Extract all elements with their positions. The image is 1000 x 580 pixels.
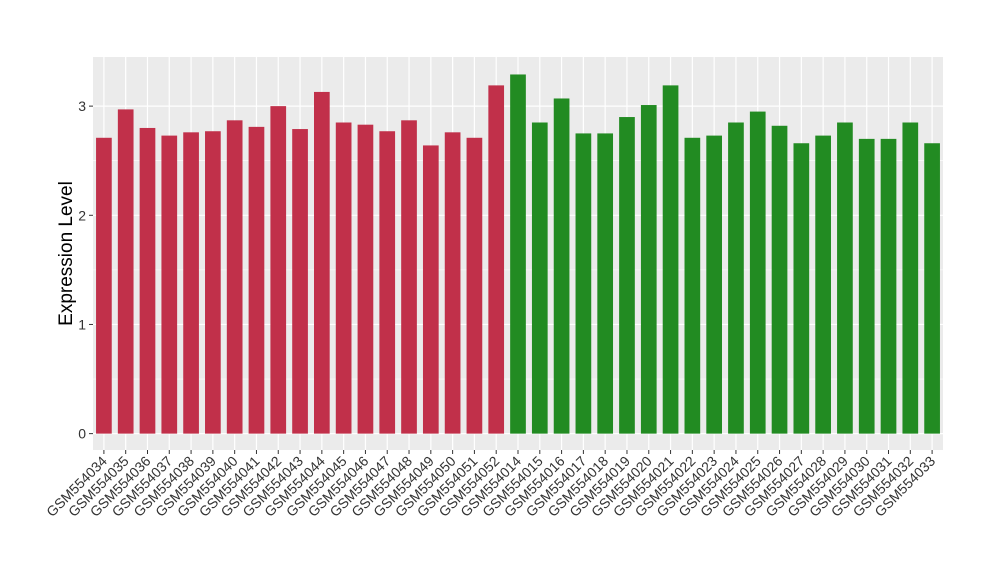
bar-GSM554051 [466, 137, 483, 434]
bar-GSM554042 [270, 106, 287, 434]
bar-GSM554022 [684, 137, 701, 434]
bar-GSM554028 [815, 135, 831, 434]
bar-GSM554049 [422, 145, 439, 434]
bars [96, 74, 940, 434]
y-axis-ticks: 0 1 2 3 [78, 98, 93, 442]
bar-GSM554033 [924, 143, 940, 434]
bar-GSM554052 [488, 85, 505, 434]
y-tick-label: 2 [78, 207, 86, 223]
bar-GSM554044 [314, 91, 330, 434]
bar-GSM554017 [575, 133, 592, 434]
bar-GSM554030 [858, 138, 875, 434]
bar-GSM554034 [96, 137, 112, 434]
bar-GSM554018 [597, 133, 614, 434]
bar-GSM554019 [619, 117, 635, 434]
bar-GSM554016 [553, 98, 570, 434]
bar-GSM554047 [379, 131, 396, 434]
bar-GSM554040 [226, 120, 243, 434]
bar-GSM554027 [793, 143, 810, 434]
bar-GSM554023 [706, 135, 722, 434]
bar-GSM554036 [139, 127, 156, 434]
bar-GSM554048 [401, 120, 417, 434]
x-axis-ticks: GSM554034GSM554035GSM554036GSM554037GSM5… [43, 450, 938, 520]
bar-GSM554035 [117, 109, 134, 434]
bar-GSM554050 [444, 132, 461, 434]
bar-GSM554020 [640, 105, 657, 434]
bar-GSM554014 [510, 74, 526, 434]
bar-GSM554024 [728, 122, 744, 434]
y-axis-title: Expression Level [56, 181, 77, 326]
bar-GSM554038 [183, 132, 199, 434]
bar-GSM554029 [837, 122, 853, 434]
bar-GSM554046 [357, 124, 374, 434]
bar-GSM554045 [335, 122, 352, 434]
y-tick-label: 3 [78, 98, 86, 114]
y-tick-label: 0 [78, 426, 86, 442]
bar-GSM554043 [292, 129, 308, 434]
bar-GSM554026 [771, 125, 788, 434]
bar-GSM554021 [662, 85, 679, 434]
y-tick-label: 1 [78, 316, 86, 332]
bar-GSM554037 [161, 135, 178, 434]
bar-GSM554032 [902, 122, 919, 434]
bar-GSM554025 [749, 111, 766, 434]
bar-GSM554015 [531, 122, 548, 434]
bar-GSM554031 [880, 138, 897, 434]
bar-GSM554041 [248, 126, 265, 434]
bar-GSM554039 [205, 131, 221, 434]
